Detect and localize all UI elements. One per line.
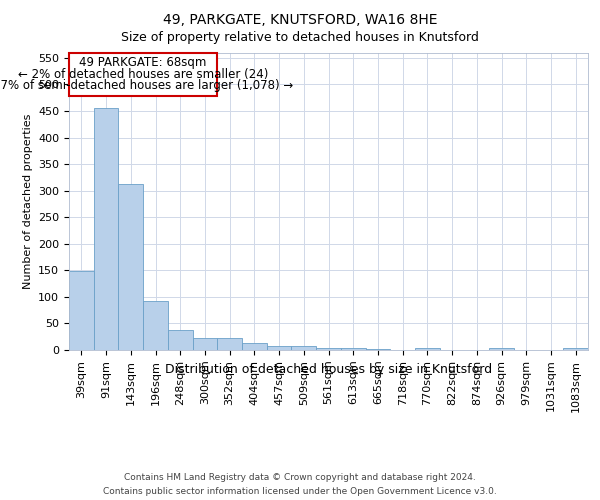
Bar xyxy=(118,184,143,350)
Bar xyxy=(217,338,242,350)
Text: Contains HM Land Registry data © Crown copyright and database right 2024.: Contains HM Land Registry data © Crown c… xyxy=(124,472,476,482)
Bar xyxy=(292,346,316,350)
Text: 49, PARKGATE, KNUTSFORD, WA16 8HE: 49, PARKGATE, KNUTSFORD, WA16 8HE xyxy=(163,12,437,26)
Bar xyxy=(563,348,588,350)
Text: Size of property relative to detached houses in Knutsford: Size of property relative to detached ho… xyxy=(121,31,479,44)
Bar xyxy=(168,330,193,350)
Bar xyxy=(242,343,267,350)
Bar xyxy=(489,348,514,350)
Text: Contains public sector information licensed under the Open Government Licence v3: Contains public sector information licen… xyxy=(103,488,497,496)
Bar xyxy=(267,346,292,350)
Text: Distribution of detached houses by size in Knutsford: Distribution of detached houses by size … xyxy=(165,362,493,376)
Bar xyxy=(143,300,168,350)
Bar xyxy=(316,348,341,350)
Y-axis label: Number of detached properties: Number of detached properties xyxy=(23,114,32,289)
Text: 97% of semi-detached houses are larger (1,078) →: 97% of semi-detached houses are larger (… xyxy=(0,80,293,92)
Text: 49 PARKGATE: 68sqm: 49 PARKGATE: 68sqm xyxy=(79,56,207,69)
Bar xyxy=(69,272,94,350)
Bar xyxy=(365,349,390,350)
Bar xyxy=(341,348,365,350)
Bar xyxy=(94,108,118,350)
Bar xyxy=(193,338,217,350)
Text: ← 2% of detached houses are smaller (24): ← 2% of detached houses are smaller (24) xyxy=(18,68,268,81)
Bar xyxy=(415,348,440,350)
FancyBboxPatch shape xyxy=(69,52,217,96)
